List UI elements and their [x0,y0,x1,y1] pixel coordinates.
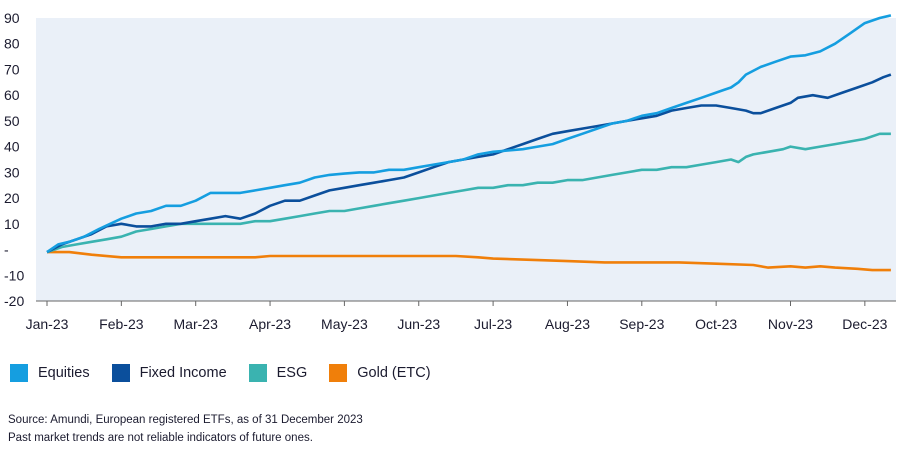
legend-item-fixed-income: Fixed Income [111,364,227,382]
source-note: Source: Amundi, European registered ETFs… [8,411,363,447]
y-tick-label: 70 [4,61,20,77]
legend-label-gold: Gold (ETC) [357,365,431,381]
legend-label-fixed-income: Fixed Income [139,365,227,381]
x-tick-label: Apr-23 [249,316,291,332]
x-tick-label: Jan-23 [26,316,69,332]
x-tick-label: Oct-23 [695,316,737,332]
legend-swatch-gold [329,364,348,382]
y-tick-label: 30 [4,164,20,180]
x-tick-label: Sep-23 [619,316,664,332]
series-line-fixed-income [46,73,892,254]
legend-item-esg: ESG [248,364,308,382]
x-tick-label: Mar-23 [174,316,219,332]
x-tick-label: Nov-23 [768,316,813,332]
series-line-equities [46,14,892,254]
x-tick-label: Jun-23 [397,316,440,332]
y-tick-label: 80 [4,36,20,52]
y-tick-label: 50 [4,113,20,129]
y-tick-label: 40 [4,139,20,155]
legend-item-gold: Gold (ETC) [329,364,431,382]
y-tick-label: -10 [4,267,24,283]
legend: Equities Fixed Income ESG Gold (ETC) [10,364,431,382]
legend-swatch-esg [248,364,267,382]
x-tick-label: May-23 [321,316,368,332]
series-line-gold-etc [47,250,891,272]
legend-label-equities: Equities [38,365,90,381]
x-tick-label: Feb-23 [99,316,144,332]
y-tick-label: 90 [4,10,20,26]
series-lines [46,14,892,272]
legend-swatch-equities [10,364,28,382]
source-text: Source: Amundi, European registered ETFs… [8,414,363,426]
y-tick-label: -20 [4,293,24,309]
x-tick-label: Jul-23 [474,316,512,332]
legend-swatch-fixed-income [111,364,130,382]
disclaimer-text: Past market trends are not reliable indi… [8,432,313,444]
x-tick-label: Aug-23 [545,316,590,332]
y-tick-label: - [4,242,9,258]
y-tick-label: 60 [4,87,20,103]
y-tick-label: 20 [4,190,20,206]
legend-item-equities: Equities [10,364,90,382]
series-line-esg [46,132,891,254]
x-tick-label: Dec-23 [842,316,887,332]
y-tick-label: 10 [4,216,20,232]
x-tick-labels: Jan-23 Feb-23 Mar-23 Apr-23 May-23 Jun-23 Jul-… [26,301,888,332]
legend-label-esg: ESG [276,365,308,381]
